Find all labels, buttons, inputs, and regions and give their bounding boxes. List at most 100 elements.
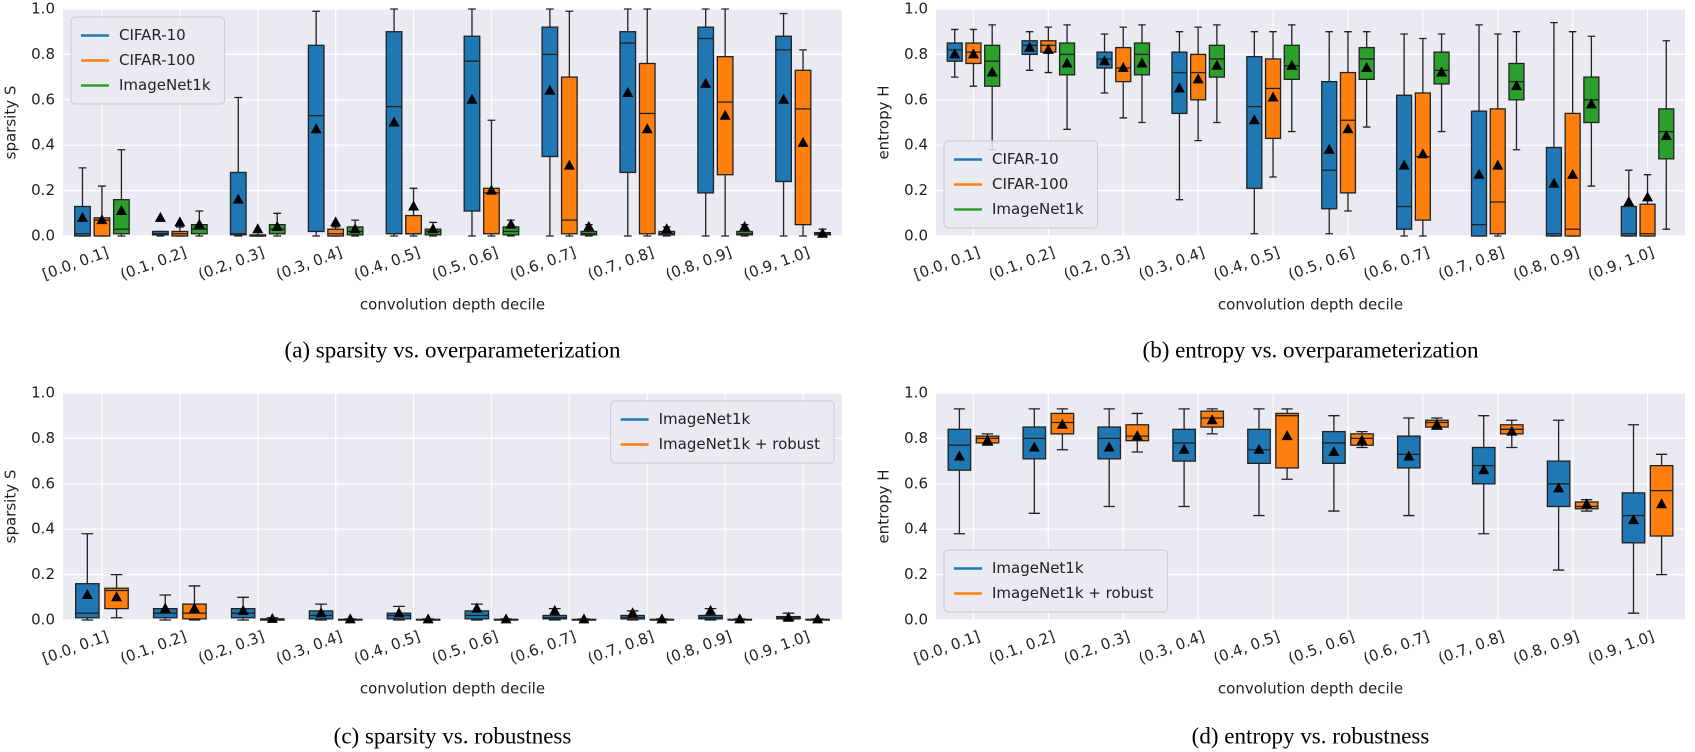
y-tick-label: 0.2	[31, 181, 55, 199]
box	[1639, 203, 1656, 237]
mean-marker	[1356, 434, 1368, 445]
whisker-low	[1512, 99, 1521, 151]
x-tick-label: (0.9, 1.0]	[741, 243, 812, 283]
x-tick-label: (0.9, 1.0]	[1586, 243, 1657, 283]
y-axis-label: entropy H	[875, 85, 893, 159]
x-axis-label: convolution depth decile	[1218, 680, 1403, 698]
mean-marker	[641, 123, 653, 134]
box	[483, 187, 500, 235]
mean-marker	[1403, 450, 1415, 461]
y-tick-label: 0.2	[904, 181, 928, 199]
whisker-high	[175, 226, 184, 232]
y-tick-label: 0.8	[31, 45, 55, 63]
mean-marker	[1492, 159, 1504, 170]
x-tick-label: [0.0, 0.1]	[40, 243, 111, 283]
mean-marker	[232, 193, 244, 204]
x-tick-label: (0.5, 0.6]	[429, 243, 500, 283]
mean-marker	[349, 223, 361, 234]
y-tick-label: 0.4	[904, 136, 928, 154]
whisker-high	[98, 185, 106, 218]
mean-marker	[1342, 123, 1354, 134]
mean-marker	[1361, 62, 1373, 73]
mean-marker	[76, 211, 88, 222]
box	[405, 214, 422, 235]
mean-marker	[427, 223, 439, 234]
mean-marker	[81, 589, 93, 600]
y-axis-label: sparsity S	[2, 86, 20, 160]
mean-marker	[115, 205, 127, 216]
x-tick-label: (0.2, 0.3]	[1061, 243, 1132, 283]
x-tick-label: [0.0, 0.1]	[911, 243, 982, 283]
mean-marker	[1585, 98, 1597, 109]
whisker-low	[1028, 458, 1040, 514]
x-tick-label: (0.6, 0.7]	[1361, 243, 1432, 283]
y-tick-label: 1.0	[31, 0, 55, 18]
y-tick-label: 0.8	[31, 429, 55, 447]
whisker-high	[969, 28, 978, 44]
y-tick-label: 0.0	[31, 611, 55, 629]
whisker-high	[1131, 412, 1143, 425]
mean-marker	[1656, 498, 1668, 509]
whisker-high	[779, 12, 788, 37]
mean-marker	[96, 214, 108, 225]
mean-marker	[1056, 418, 1068, 429]
x-tick-label: (0.9, 1.0]	[1586, 627, 1657, 667]
mean-marker	[734, 613, 746, 624]
whisker-high	[1627, 424, 1640, 493]
whisker-low	[1478, 483, 1490, 535]
whisker-high	[78, 167, 87, 207]
y-tick-label: 0.2	[904, 565, 928, 583]
whisker-high	[390, 8, 398, 32]
whisker-high	[1119, 26, 1127, 48]
x-tick-label: (0.1, 0.2]	[118, 243, 189, 283]
x-tick-label: (0.4, 0.5]	[352, 627, 423, 667]
mean-marker	[1192, 73, 1204, 84]
x-tick-label: (0.1, 0.2]	[118, 627, 189, 667]
mean-marker	[1323, 143, 1335, 154]
whisker-low	[1362, 79, 1371, 128]
whisker-high	[1494, 33, 1502, 109]
box	[327, 228, 345, 237]
legend-label: ImageNet1k	[119, 76, 211, 94]
mean-marker	[812, 613, 824, 624]
whisker-low	[1175, 113, 1184, 201]
x-tick-label: (0.6, 0.7]	[507, 243, 578, 283]
x-tick-label: (0.7, 0.8]	[585, 627, 656, 667]
legend-label: CIFAR-100	[119, 51, 195, 69]
mean-marker	[1173, 82, 1185, 93]
box	[75, 583, 100, 619]
legend-label: CIFAR-10	[119, 26, 186, 44]
x-tick-label: (0.2, 0.3]	[196, 243, 267, 283]
whisker-high	[1194, 26, 1202, 55]
x-tick-label: (0.5, 0.6]	[1286, 627, 1357, 667]
whisker-high	[643, 8, 652, 64]
whisker-low	[1269, 138, 1277, 178]
whisker-low	[953, 470, 966, 535]
x-tick-label: (0.6, 0.7]	[1361, 627, 1432, 667]
whisker-low	[950, 61, 959, 78]
whisker-low	[545, 156, 554, 237]
whisker-high	[312, 10, 321, 46]
whisker-low	[1344, 192, 1352, 212]
legend-label: ImageNet1k + robust	[659, 435, 821, 453]
whisker-high	[1281, 408, 1293, 414]
box	[638, 62, 656, 235]
x-tick-label: (0.4, 0.5]	[1211, 243, 1282, 283]
whisker-low	[1025, 54, 1034, 71]
whisker-high	[953, 408, 966, 430]
whisker-low	[1250, 188, 1259, 235]
box	[1275, 412, 1299, 469]
whisker-low	[1328, 463, 1340, 512]
whisker-high	[1552, 419, 1565, 462]
whisker-low	[1206, 427, 1218, 435]
whisker-low	[969, 63, 978, 87]
whisker-low	[1662, 158, 1671, 230]
legend-label: ImageNet1k	[992, 200, 1084, 218]
y-tick-label: 0.8	[904, 45, 928, 63]
box	[1545, 146, 1563, 237]
mean-marker	[310, 123, 322, 134]
whisker-low	[1419, 220, 1427, 237]
x-tick-label: (0.7, 0.8]	[585, 243, 656, 283]
mean-marker	[485, 184, 497, 195]
